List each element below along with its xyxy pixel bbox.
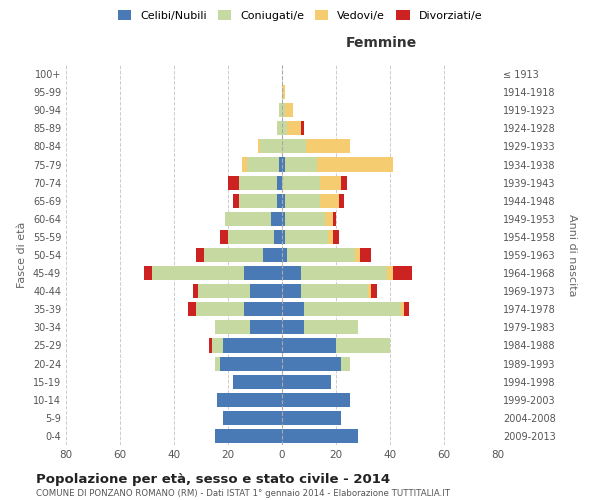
Bar <box>282 230 285 244</box>
Y-axis label: Fasce di età: Fasce di età <box>17 222 27 288</box>
Bar <box>285 212 325 226</box>
Bar <box>325 212 334 226</box>
Bar <box>334 230 338 244</box>
Bar <box>287 248 355 262</box>
Bar <box>282 356 341 370</box>
Bar <box>228 176 239 190</box>
Bar <box>250 320 282 334</box>
Bar <box>220 356 282 370</box>
Bar <box>228 230 274 244</box>
Bar <box>282 122 287 136</box>
Bar <box>282 284 301 298</box>
Bar <box>285 194 320 208</box>
Bar <box>212 338 223 352</box>
Bar <box>336 338 390 352</box>
Bar <box>274 230 282 244</box>
Bar <box>277 194 282 208</box>
Bar <box>152 266 244 280</box>
Bar <box>301 122 304 136</box>
Bar <box>371 284 377 298</box>
Bar <box>282 320 304 334</box>
Bar <box>187 302 196 316</box>
Bar <box>223 411 282 425</box>
Bar <box>239 194 277 208</box>
Bar <box>285 158 317 172</box>
Bar <box>247 158 280 172</box>
Bar <box>317 158 393 172</box>
Bar <box>287 122 301 136</box>
Text: Popolazione per età, sesso e stato civile - 2014: Popolazione per età, sesso e stato civil… <box>36 472 390 486</box>
Bar <box>244 266 282 280</box>
Bar <box>285 230 328 244</box>
Bar <box>233 194 239 208</box>
Bar <box>223 338 282 352</box>
Bar <box>282 85 285 99</box>
Bar <box>282 158 285 172</box>
Bar <box>217 392 282 407</box>
Bar <box>392 266 412 280</box>
Bar <box>282 140 307 153</box>
Bar <box>282 248 287 262</box>
Bar <box>304 320 358 334</box>
Bar <box>233 374 282 388</box>
Bar <box>301 284 368 298</box>
Bar <box>271 212 282 226</box>
Bar <box>144 266 152 280</box>
Bar <box>388 266 392 280</box>
Bar <box>282 176 320 190</box>
Bar <box>258 140 260 153</box>
Bar <box>355 248 360 262</box>
Bar <box>334 212 336 226</box>
Bar <box>341 176 347 190</box>
Bar <box>285 103 293 118</box>
Text: Femmine: Femmine <box>346 36 417 50</box>
Bar <box>338 194 344 208</box>
Bar <box>250 284 282 298</box>
Bar <box>282 338 336 352</box>
Bar <box>304 302 401 316</box>
Bar <box>301 266 388 280</box>
Bar <box>215 320 250 334</box>
Bar <box>368 284 371 298</box>
Bar <box>215 429 282 443</box>
Bar <box>244 302 282 316</box>
Bar <box>193 284 198 298</box>
Bar <box>282 392 349 407</box>
Bar <box>280 103 282 118</box>
Bar <box>196 302 244 316</box>
Bar <box>280 158 282 172</box>
Bar <box>282 194 285 208</box>
Bar <box>277 122 282 136</box>
Bar <box>360 248 371 262</box>
Bar <box>282 429 358 443</box>
Bar <box>260 140 282 153</box>
Bar <box>341 356 349 370</box>
Bar <box>307 140 349 153</box>
Bar <box>239 176 277 190</box>
Bar <box>215 356 220 370</box>
Bar <box>282 266 301 280</box>
Bar <box>282 212 285 226</box>
Bar <box>209 338 212 352</box>
Bar <box>282 374 331 388</box>
Bar <box>198 284 250 298</box>
Bar <box>241 158 247 172</box>
Bar <box>401 302 404 316</box>
Text: COMUNE DI PONZANO ROMANO (RM) - Dati ISTAT 1° gennaio 2014 - Elaborazione TUTTIT: COMUNE DI PONZANO ROMANO (RM) - Dati IST… <box>36 489 450 498</box>
Y-axis label: Anni di nascita: Anni di nascita <box>567 214 577 296</box>
Bar <box>196 248 204 262</box>
Bar <box>320 194 338 208</box>
Bar <box>204 248 263 262</box>
Legend: Celibi/Nubili, Coniugati/e, Vedovi/e, Divorziati/e: Celibi/Nubili, Coniugati/e, Vedovi/e, Di… <box>113 6 487 25</box>
Bar <box>282 411 341 425</box>
Bar <box>320 176 341 190</box>
Bar <box>404 302 409 316</box>
Bar <box>282 302 304 316</box>
Bar <box>220 230 228 244</box>
Bar <box>226 212 271 226</box>
Bar <box>277 176 282 190</box>
Bar <box>328 230 334 244</box>
Bar <box>282 103 285 118</box>
Bar <box>263 248 282 262</box>
